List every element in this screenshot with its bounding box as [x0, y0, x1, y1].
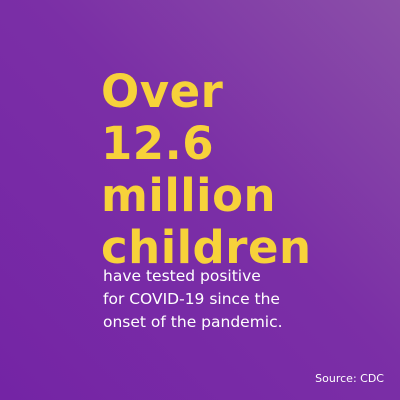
headline-line: 12.6 — [101, 117, 215, 170]
headline-line: Over — [101, 65, 224, 118]
headline: Over 12.6 million children — [101, 66, 312, 274]
headline-line: million — [101, 169, 277, 222]
body-line: for COVID-19 since the — [103, 290, 280, 308]
body-line: onset of the pandemic. — [103, 313, 283, 331]
body-text: have tested positive for COVID-19 since … — [103, 265, 283, 334]
source: Source: CDC — [315, 372, 384, 385]
headline-line: children — [101, 221, 312, 274]
body-line: have tested positive — [103, 267, 261, 285]
